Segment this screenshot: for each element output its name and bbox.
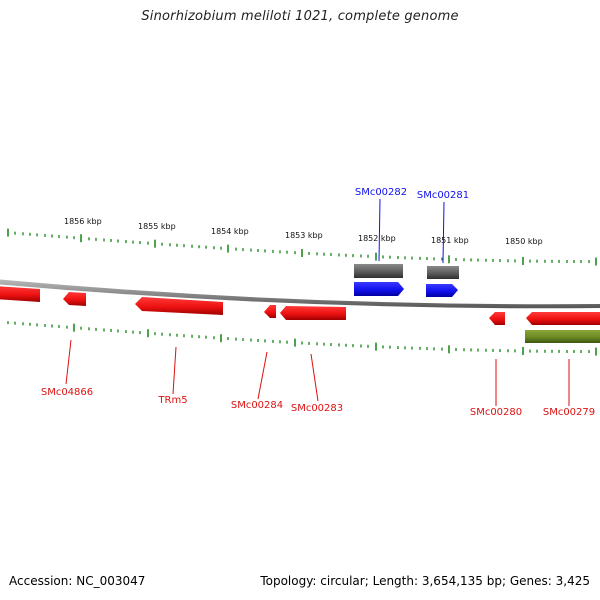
length-label: Length:: [372, 574, 419, 588]
scale-label-1855: 1855 kbp: [138, 222, 176, 231]
feature-label-smc00282[interactable]: SMc00282: [355, 187, 407, 198]
leader-smc00284: [257, 351, 268, 400]
topology-label: Topology:: [260, 574, 317, 588]
label-leaders: [65, 198, 570, 406]
pseudo-feature-block[interactable]: [427, 266, 459, 279]
feature-label-smc00284[interactable]: SMc00284: [231, 400, 283, 411]
accession-value: NC_003047: [76, 574, 146, 588]
gene-block-smc00282[interactable]: [354, 282, 404, 296]
scale-ticks-inner: [7, 321, 597, 356]
gene-block-trm5[interactable]: [135, 297, 223, 315]
pseudo-feature-block[interactable]: [354, 264, 403, 278]
scale-label-1852: 1852 kbp: [358, 234, 396, 243]
feature-label-smc00280[interactable]: SMc00280: [470, 407, 522, 418]
leader-smc00281: [442, 201, 445, 264]
gene-block-left-edge[interactable]: [0, 286, 40, 302]
scale-label-1854: 1854 kbp: [211, 227, 249, 236]
feature-label-smc00283[interactable]: SMc00283: [291, 403, 343, 414]
leader-smc04866: [65, 339, 72, 385]
topology-value: circular: [320, 574, 365, 588]
genes-value: 3,425: [555, 574, 590, 588]
gene-block-smc00283[interactable]: [280, 306, 346, 320]
genes-label: Genes:: [509, 574, 552, 588]
scale-label-1851: 1851 kbp: [431, 236, 469, 245]
scale-labels: 1856 kbp 1855 kbp 1854 kbp 1853 kbp 1852…: [64, 217, 543, 246]
scale-label-1856: 1856 kbp: [64, 217, 102, 226]
leader-trm5: [172, 346, 177, 395]
leader-smc00282: [378, 198, 381, 262]
rna-feature-block[interactable]: [525, 330, 600, 343]
gene-block-smc00280[interactable]: [489, 312, 505, 325]
gene-block-smc00281[interactable]: [426, 284, 458, 297]
scale-ticks-outer: [7, 228, 597, 266]
forward-strand-track: [354, 264, 459, 297]
gene-block-smc00279[interactable]: [526, 312, 600, 325]
feature-labels: SMc00282 SMc00281 SMc04866 TRm5 SMc00284…: [41, 187, 595, 418]
length-value: 3,654,135 bp: [421, 574, 502, 588]
leader-smc00283: [310, 353, 319, 402]
accession-info: Accession: NC_003047: [9, 574, 145, 588]
genome-stats: Topology: circular; Length: 3,654,135 bp…: [260, 574, 590, 588]
gene-block-smc00284[interactable]: [264, 305, 276, 318]
accession-label: Accession:: [9, 574, 73, 588]
feature-label-smc04866[interactable]: SMc04866: [41, 387, 93, 398]
feature-label-smc00281[interactable]: SMc00281: [417, 190, 469, 201]
gene-block-smc04866[interactable]: [63, 292, 86, 306]
map-title: Sinorhizobium meliloti 1021, complete ge…: [141, 9, 459, 24]
scale-label-1850: 1850 kbp: [505, 237, 543, 246]
feature-label-trm5[interactable]: TRm5: [157, 395, 187, 406]
genome-backbone: [0, 279, 600, 309]
feature-label-smc00279[interactable]: SMc00279: [543, 407, 595, 418]
reverse-strand-track: [0, 286, 600, 343]
scale-label-1853: 1853 kbp: [285, 231, 323, 240]
